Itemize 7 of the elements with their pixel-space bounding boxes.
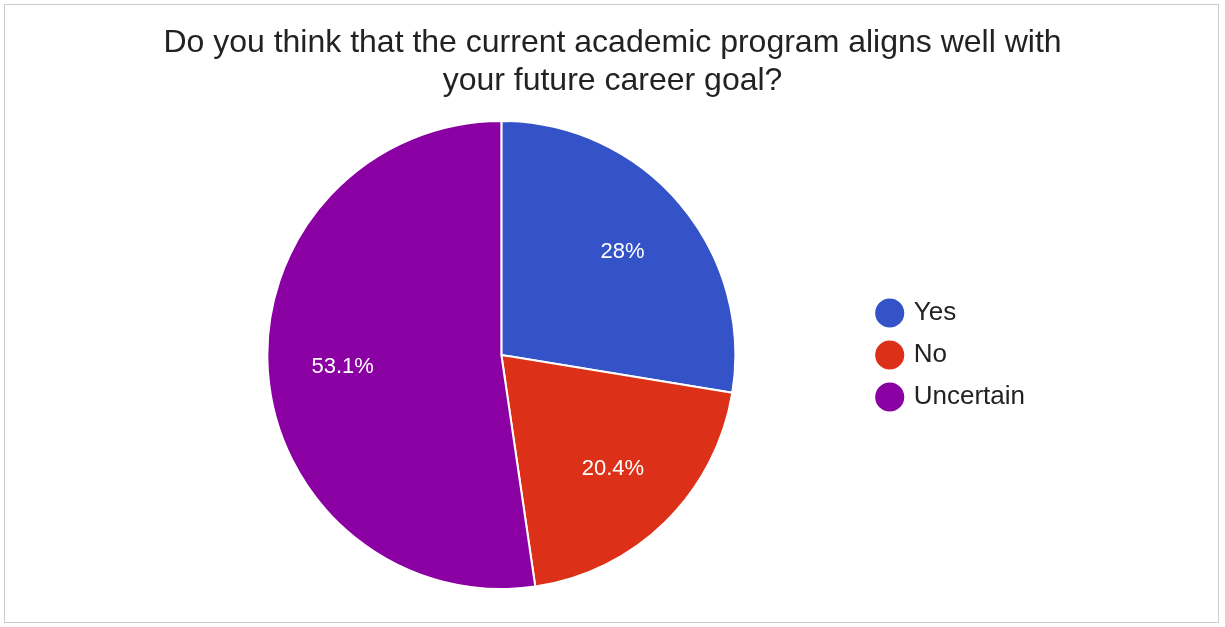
legend-label: No [913,338,947,369]
data-label: 53.1% [311,352,374,378]
chart-title: Do you think that the current academic program aligns well with your future career goal? [162,22,1063,98]
data-label: 20.4% [581,454,645,480]
legend-label: Uncertain [913,380,1026,411]
data-label: 28% [600,238,645,264]
legend-label: Yes [913,296,957,327]
